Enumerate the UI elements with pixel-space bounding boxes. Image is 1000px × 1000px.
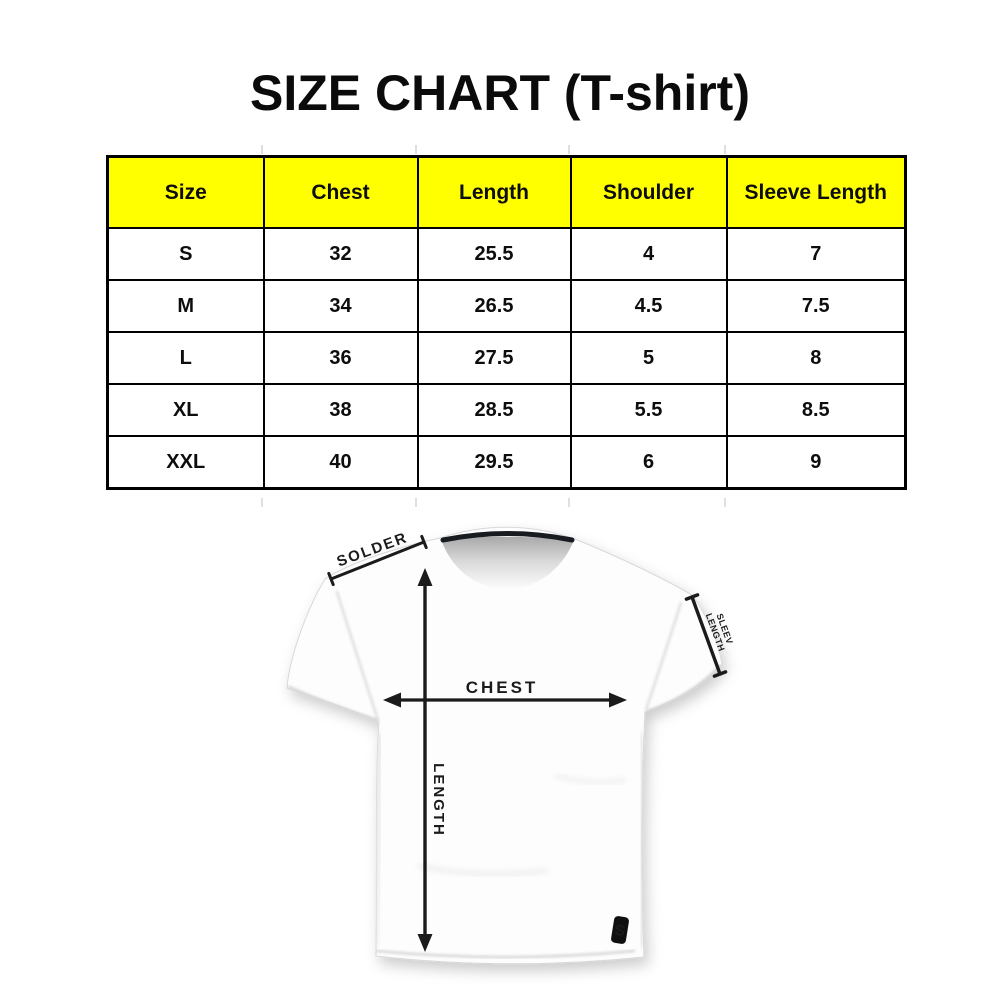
sleeve-length-label: SLEEV LENGTH (704, 612, 735, 653)
tshirt-body (286, 526, 723, 965)
chest-arrow (383, 692, 627, 708)
cell-length: 28.5 (416, 383, 572, 437)
sleeve-label-line2: LENGTH (704, 612, 727, 653)
table-row-m: M 34 26.5 4.5 7.5 (106, 279, 907, 333)
cell-sleeve-length: 8 (725, 331, 907, 385)
cell-chest: 40 (262, 435, 419, 490)
page-title: SIZE CHART (T-shirt) (250, 65, 750, 121)
cell-sleeve-length: 7.5 (725, 279, 907, 333)
measurement-annotations: SOLDER SLEEV LENGTH CHEST (327, 529, 735, 952)
cell-chest: 36 (262, 331, 419, 385)
table-row-l: L 36 27.5 5 8 (106, 331, 907, 385)
cell-size: S (106, 227, 265, 281)
shoulder-measure-line (327, 534, 428, 587)
cell-size: XL (106, 383, 265, 437)
column-header-chest: Chest (262, 155, 419, 229)
cell-sleeve-length: 8.5 (725, 383, 907, 437)
brand-logo: S (611, 916, 629, 944)
size-chart-table: Size Chest Length Shoulder Sleeve Length… (106, 155, 907, 490)
table-row-s: S 32 25.5 4 7 (106, 227, 907, 281)
cell-size: M (106, 279, 265, 333)
cell-length: 27.5 (416, 331, 572, 385)
cell-sleeve-length: 9 (725, 435, 907, 490)
cell-shoulder: 5 (569, 331, 728, 385)
cell-shoulder: 4 (569, 227, 728, 281)
collar (440, 531, 575, 543)
cell-shoulder: 4.5 (569, 279, 728, 333)
cell-size: XXL (106, 435, 265, 490)
cell-shoulder: 5.5 (569, 383, 728, 437)
cell-sleeve-length: 7 (725, 227, 907, 281)
chest-label: CHEST (466, 678, 539, 697)
cell-length: 25.5 (416, 227, 572, 281)
sleeve-label-line1: SLEEV (714, 612, 734, 646)
cell-chest: 32 (262, 227, 419, 281)
cell-size: L (106, 331, 265, 385)
column-header-sleeve-length: Sleeve Length (725, 155, 907, 229)
cell-shoulder: 6 (569, 435, 728, 490)
table-row-xl: XL 38 28.5 5.5 8.5 (106, 383, 907, 437)
table-header-row: Size Chest Length Shoulder Sleeve Length (106, 155, 907, 229)
length-arrow (417, 568, 433, 952)
cell-length: 26.5 (416, 279, 572, 333)
column-header-shoulder: Shoulder (569, 155, 728, 229)
sleeve-measure-line (684, 593, 728, 678)
tshirt-graphic: S (286, 526, 723, 965)
neck-opening (441, 536, 574, 589)
brand-logo-letter: S (614, 922, 627, 940)
cell-chest: 34 (262, 279, 419, 333)
shoulder-label: SOLDER (335, 529, 411, 570)
table-row-xxl: XXL 40 29.5 6 9 (106, 435, 907, 490)
column-header-size: Size (106, 155, 265, 229)
fabric-shading (287, 590, 722, 959)
cell-length: 29.5 (416, 435, 572, 490)
cell-chest: 38 (262, 383, 419, 437)
length-label: LENGTH (430, 763, 447, 837)
column-header-length: Length (416, 155, 572, 229)
